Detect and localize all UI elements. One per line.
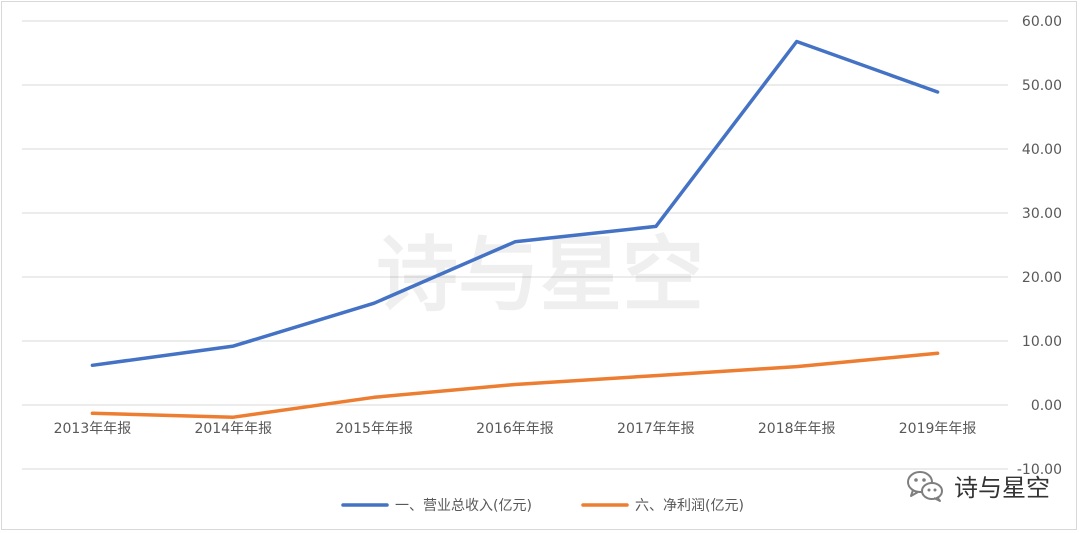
y-tick-label: 30.00 [1022, 206, 1062, 222]
y-tick-label: 0.00 [1031, 398, 1062, 414]
series-lines [90, 39, 940, 419]
x-tick-label: 2019年年报 [899, 421, 977, 437]
x-tick-label: 2015年年报 [335, 421, 413, 437]
legend-label: 六、净利润(亿元) [635, 498, 744, 514]
series-line-1 [90, 39, 940, 368]
brand-badge: 诗与星空 [906, 468, 1050, 503]
y-tick-label: 20.00 [1022, 270, 1062, 286]
x-tick-label: 2013年年报 [54, 421, 132, 437]
brand-text: 诗与星空 [954, 474, 1050, 502]
y-tick-label: 40.00 [1022, 142, 1062, 158]
legend-label: 一、营业总收入(亿元) [395, 498, 532, 514]
y-tick-label: -10.00 [1017, 462, 1062, 478]
x-tick-label: 2014年年报 [194, 421, 272, 437]
watermark: 诗与星空 [376, 228, 704, 323]
legend: 一、营业总收入(亿元) 六、净利润(亿元) [341, 498, 744, 514]
y-axis-ticks: 60.00 50.00 40.00 30.00 20.00 10.00 0.00 -10.00 [1017, 14, 1062, 478]
x-tick-label: 2017年年报 [617, 421, 695, 437]
y-tick-label: 60.00 [1022, 14, 1062, 30]
y-tick-label: 10.00 [1022, 334, 1062, 350]
x-tick-label: 2016年年报 [476, 421, 554, 437]
x-axis-ticks: 2013年年报 2014年年报 2015年年报 2016年年报 2017年年报 2018年… [54, 421, 977, 437]
y-tick-label: 50.00 [1022, 78, 1062, 94]
series-line-2 [90, 351, 940, 419]
gridlines [22, 20, 1008, 470]
x-tick-label: 2018年年报 [758, 421, 836, 437]
wechat-icon [907, 470, 943, 502]
